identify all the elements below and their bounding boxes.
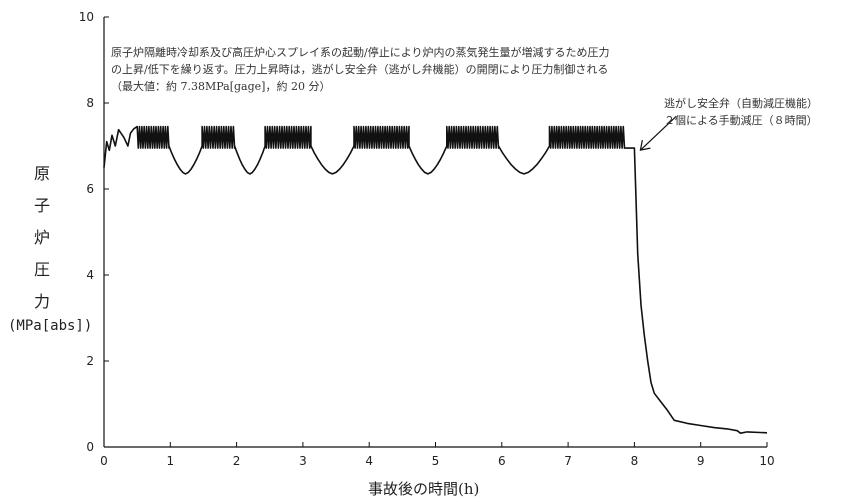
x-axis-label: 事故後の時間(h) [368,480,480,498]
y-tick-label: 4 [86,268,94,282]
y-axis-label-char: 原 [33,164,50,183]
annotation-arrow-head [639,140,651,151]
y-axis-label-char: 子 [33,196,50,215]
chart-series [103,125,768,435]
y-axis-label-char: 圧 [33,260,50,279]
x-tick-label: 3 [299,454,307,468]
x-tick-label: 4 [365,454,373,468]
y-tick-label: 8 [86,96,94,110]
y-tick-label: 2 [86,354,94,368]
chart-ticks: 0 1 2 3 4 5 6 7 8 9 10 0 2 4 6 8 10 [79,10,775,468]
annotation-arrow-shaft [639,115,677,151]
x-tick-label: 1 [166,454,174,468]
chart-note: 原子炉隔離時冷却系及び高圧炉心スプレイ系の起動/停止により炉内の蒸気発生量が増減… [111,46,610,93]
x-tick-label: 8 [631,454,639,468]
y-tick-label: 10 [79,10,94,24]
y-tick-label: 6 [86,182,94,196]
x-tick-label: 9 [697,454,705,468]
y-axis-unit: (MPa[abs]) [8,318,93,334]
x-tick-label: 2 [233,454,241,468]
x-tick-label: 6 [498,454,506,468]
x-tick-label: 0 [100,454,108,468]
y-axis-label-char: 力 [33,292,50,311]
y-axis-label-char: 炉 [33,228,50,247]
y-axis-label: 原子炉圧力 [30,158,54,318]
pressure-line [103,125,768,435]
y-tick-label: 0 [86,440,94,454]
x-tick-label: 7 [564,454,572,468]
annotation-arrow [639,115,677,151]
x-tick-label: 10 [759,454,774,468]
x-tick-label: 5 [432,454,440,468]
annotation-text: 逃がし安全弁（自動減圧機能） ２個による手動減圧（８時間） [664,97,818,127]
